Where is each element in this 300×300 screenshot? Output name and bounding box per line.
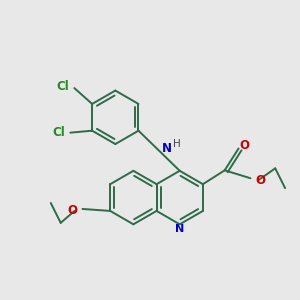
Text: Cl: Cl	[56, 80, 69, 93]
Text: H: H	[173, 139, 181, 149]
Text: N: N	[175, 224, 184, 234]
Text: O: O	[68, 204, 78, 218]
Text: N: N	[162, 142, 172, 155]
Text: O: O	[239, 139, 250, 152]
Text: Cl: Cl	[52, 126, 65, 139]
Text: O: O	[255, 174, 266, 187]
